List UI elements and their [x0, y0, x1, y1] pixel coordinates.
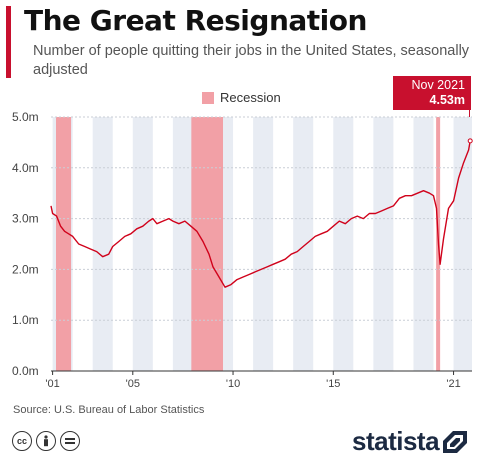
legend-recession-label: Recession	[220, 90, 281, 105]
year-band	[413, 117, 434, 371]
brand-wordmark: statista	[352, 426, 440, 456]
y-tick-label: 5.0m	[12, 110, 39, 124]
x-tick-label: '15	[326, 378, 340, 390]
year-band	[333, 117, 354, 371]
x-tick-label: '10	[226, 378, 240, 390]
y-tick-label: 2.0m	[12, 262, 39, 276]
attribution-icon[interactable]	[36, 431, 56, 451]
recession-band	[56, 117, 72, 371]
y-tick-label: 4.0m	[12, 161, 39, 175]
year-band	[373, 117, 394, 371]
latest-point	[467, 138, 473, 144]
year-band	[253, 117, 274, 371]
chart-title: The Great Resignation	[24, 4, 367, 37]
year-band	[132, 117, 153, 371]
callout-date: Nov 2021	[411, 78, 465, 92]
x-tick-label: '05	[126, 378, 140, 390]
recession-band	[191, 117, 224, 371]
y-tick-label: 3.0m	[12, 212, 39, 226]
year-band	[453, 117, 472, 371]
y-tick-label: 0.0m	[12, 364, 39, 378]
no-derivatives-icon[interactable]	[60, 431, 80, 451]
chart-subtitle: Number of people quitting their jobs in …	[33, 43, 470, 78]
callout-value: 4.53m	[429, 93, 465, 107]
recession-swatch	[202, 91, 214, 104]
y-tick-label: 1.0m	[12, 313, 39, 327]
statista-logo[interactable]: statista	[352, 426, 468, 457]
x-tick-label: '21	[446, 378, 460, 390]
license-icons: cc	[12, 431, 80, 451]
year-band	[293, 117, 314, 371]
x-tick-label: '01	[45, 378, 59, 390]
year-band	[92, 117, 113, 371]
source-note: Source: U.S. Bureau of Labor Statistics	[13, 404, 205, 416]
series-line	[50, 140, 471, 288]
accent-bar	[6, 6, 11, 78]
line-chart: 0.0m 1.0m 2.0m 3.0m 4.0m 5.0m '01 '05 '10 '15 '21	[12, 110, 473, 390]
year-band	[172, 117, 193, 371]
latest-value-callout: Nov 2021 4.53m	[393, 76, 471, 110]
statista-mark-icon	[443, 430, 468, 453]
legend: Recession	[202, 90, 281, 105]
creative-commons-icon[interactable]: cc	[12, 431, 32, 451]
